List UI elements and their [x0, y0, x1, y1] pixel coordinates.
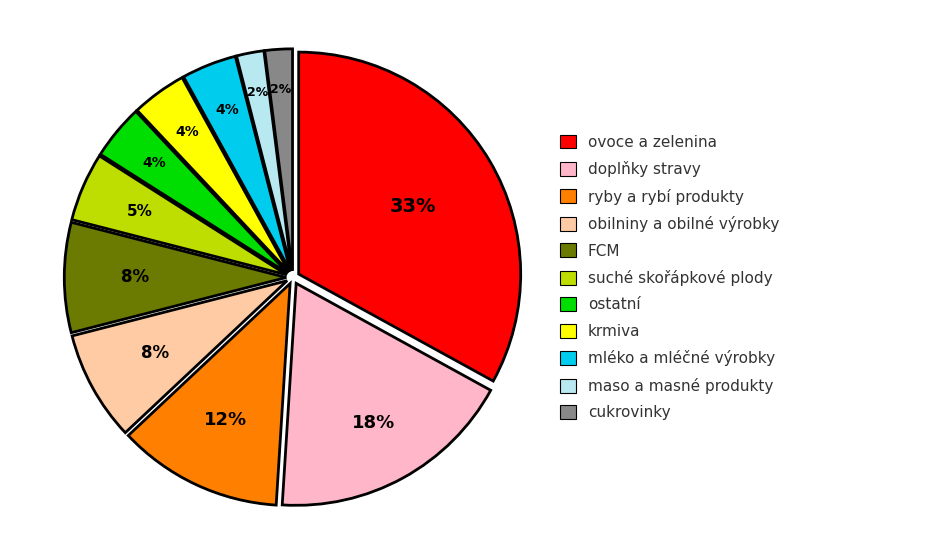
- Wedge shape: [183, 56, 290, 271]
- Text: 5%: 5%: [127, 204, 153, 219]
- Wedge shape: [282, 284, 490, 506]
- Wedge shape: [72, 281, 287, 433]
- Wedge shape: [128, 284, 290, 505]
- Wedge shape: [236, 51, 292, 271]
- Text: 8%: 8%: [121, 269, 149, 286]
- Wedge shape: [72, 156, 287, 275]
- Wedge shape: [100, 112, 288, 273]
- Text: 8%: 8%: [141, 345, 169, 362]
- Text: 12%: 12%: [204, 411, 247, 429]
- Text: 2%: 2%: [270, 83, 292, 95]
- Wedge shape: [264, 49, 293, 271]
- Legend: ovoce a zelenina, doplňky stravy, ryby a rybí produkty, obilniny a obilné výrobk: ovoce a zelenina, doplňky stravy, ryby a…: [555, 130, 783, 425]
- Wedge shape: [64, 223, 286, 332]
- Text: 2%: 2%: [246, 85, 268, 99]
- Text: 4%: 4%: [176, 125, 199, 139]
- Wedge shape: [298, 52, 520, 381]
- Text: 4%: 4%: [143, 156, 166, 170]
- Text: 18%: 18%: [351, 415, 395, 432]
- Text: 4%: 4%: [214, 103, 239, 117]
- Text: 33%: 33%: [390, 197, 436, 216]
- Wedge shape: [137, 78, 289, 272]
